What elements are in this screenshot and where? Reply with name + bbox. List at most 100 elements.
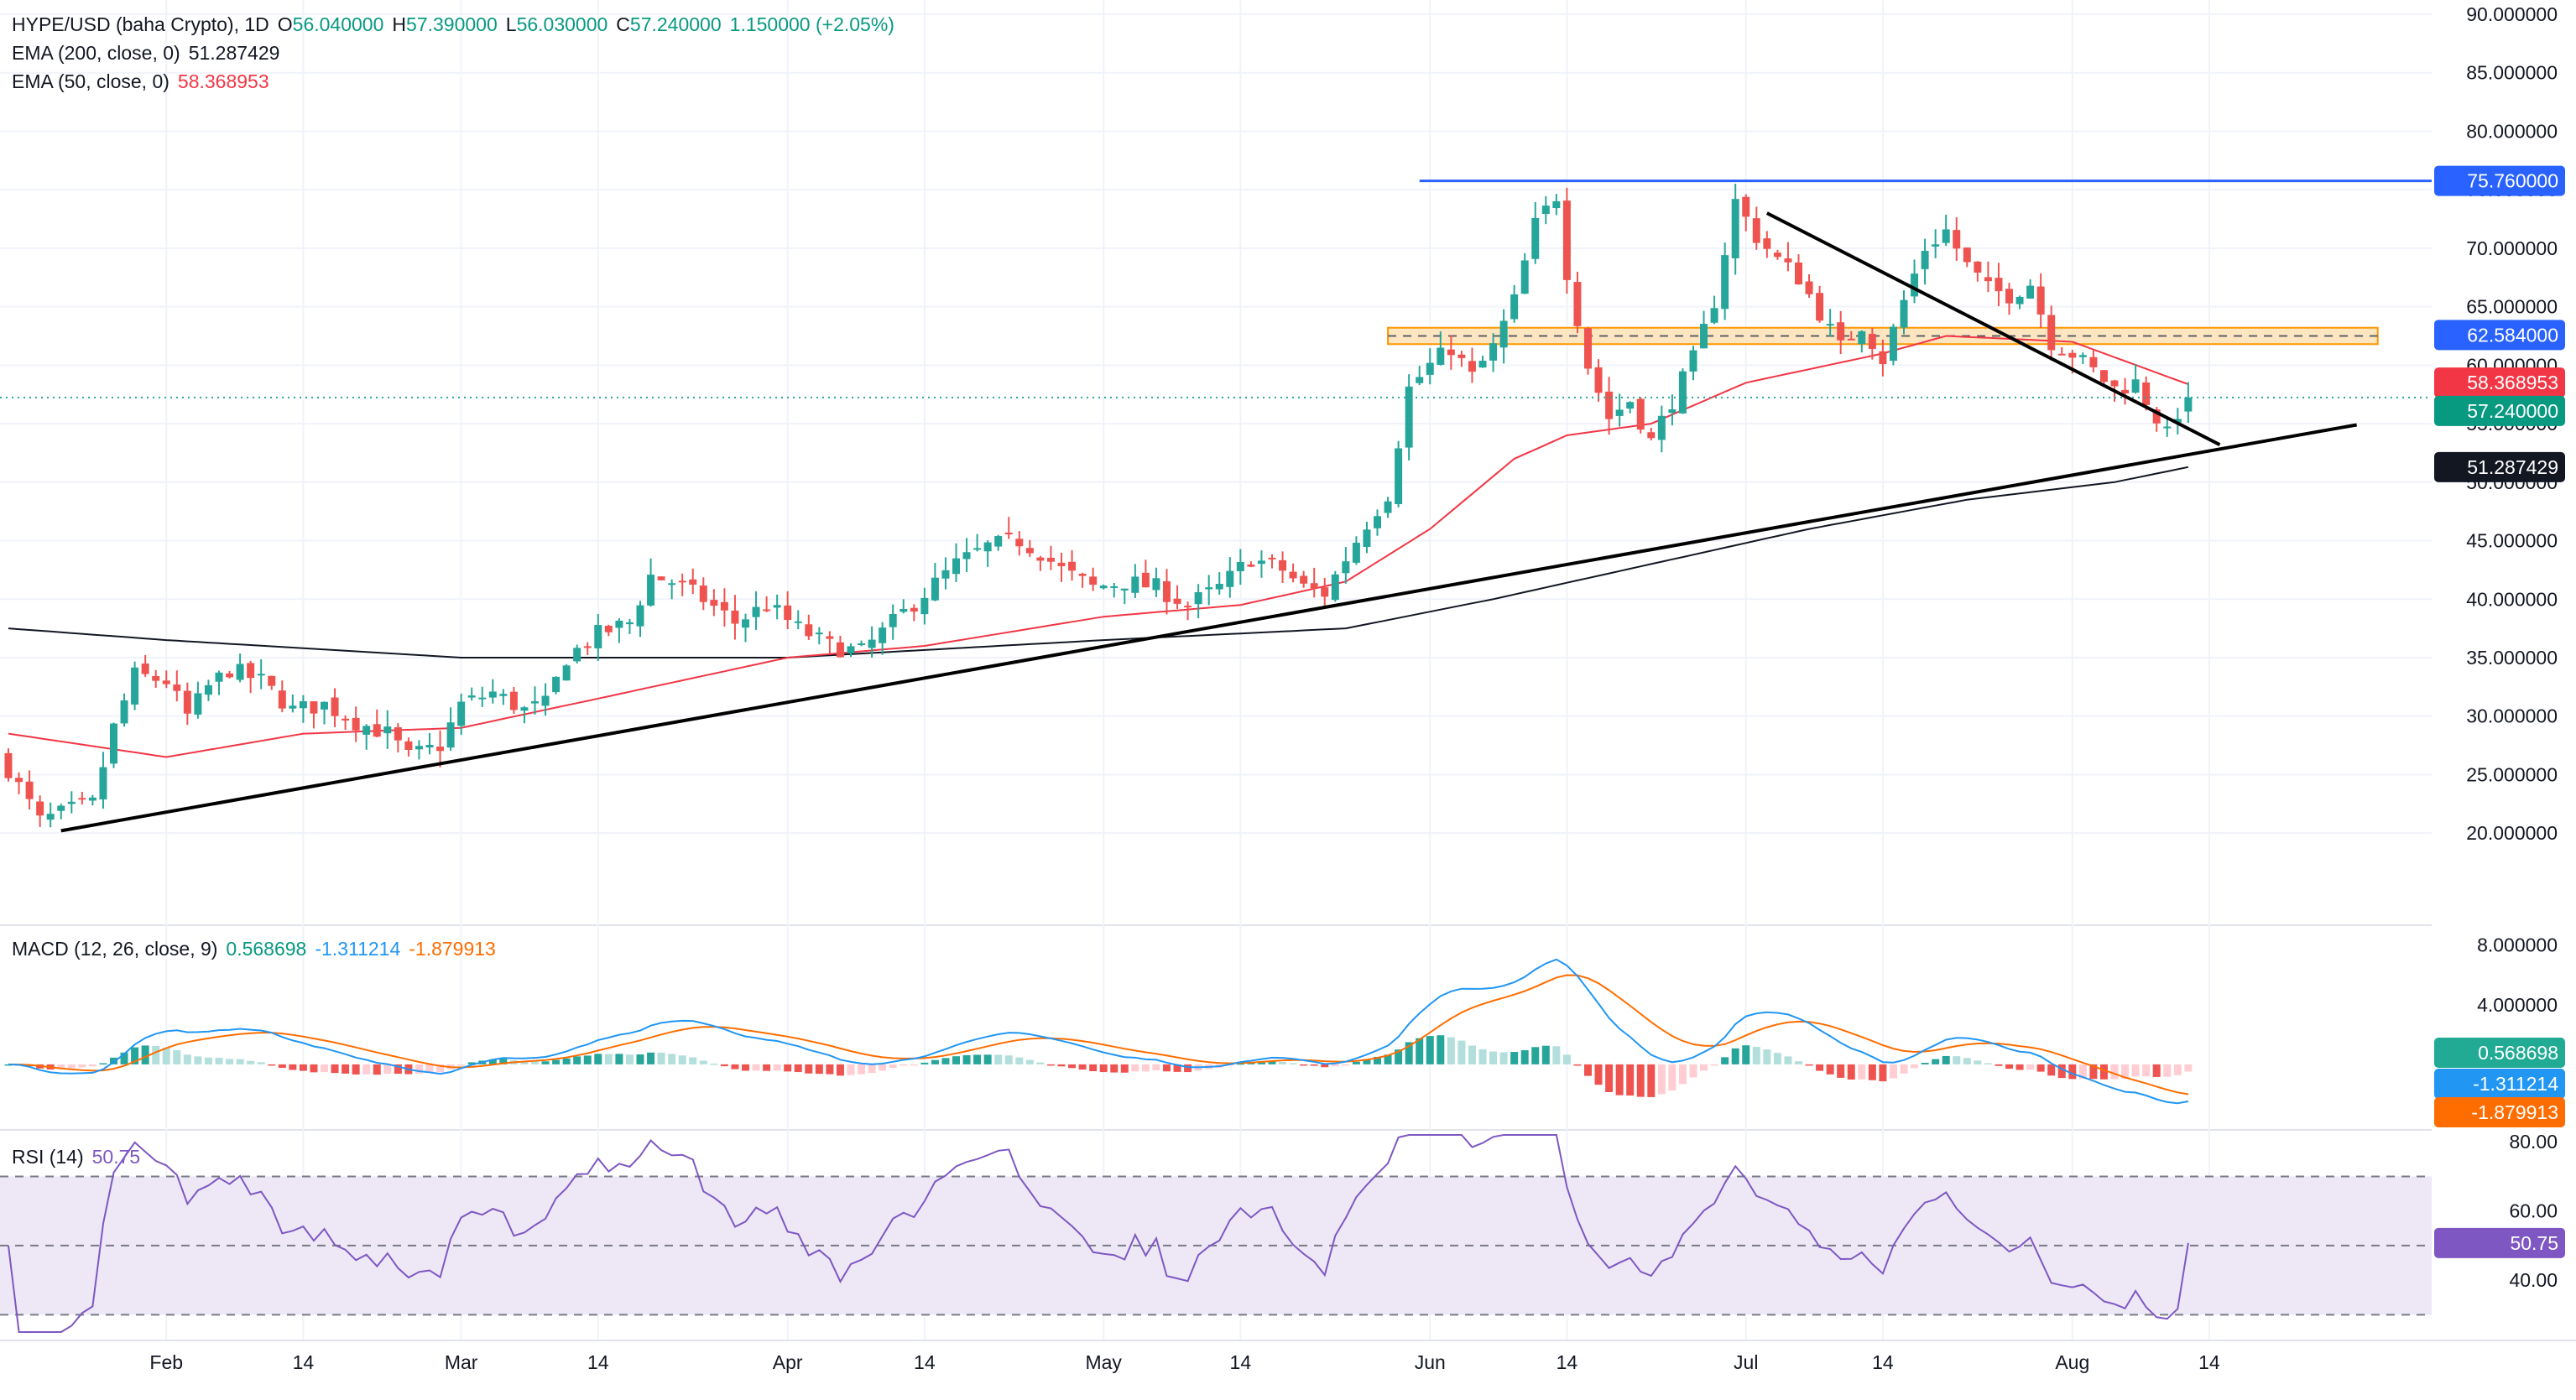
candle bbox=[1731, 184, 1739, 275]
candle-body bbox=[215, 672, 223, 682]
candle-body bbox=[1226, 570, 1234, 587]
candle-body bbox=[858, 643, 866, 646]
macd-hist-bar bbox=[594, 1054, 602, 1064]
time-tick-label: 14 bbox=[1230, 1351, 1252, 1373]
candle-body bbox=[879, 627, 887, 643]
candle bbox=[383, 710, 392, 749]
macd-hist-bar bbox=[1247, 1062, 1255, 1064]
price-legend: HYPE/USD (baha Crypto), 1D O56.040000 H57.… bbox=[12, 10, 903, 96]
candle-body bbox=[594, 625, 602, 648]
macd-hist-bar bbox=[1911, 1064, 1919, 1069]
candle-body bbox=[1331, 574, 1339, 601]
candle-body bbox=[1310, 583, 1318, 589]
candle-body bbox=[920, 597, 929, 615]
macd-hist-bar bbox=[436, 1064, 445, 1073]
candle-body bbox=[1163, 580, 1171, 602]
macd-hist-bar bbox=[1847, 1064, 1855, 1080]
candle bbox=[488, 679, 497, 704]
candle-body bbox=[1858, 330, 1866, 345]
candle-body bbox=[710, 600, 718, 606]
macd-badge: -1.311214 bbox=[2434, 1069, 2565, 1099]
candle bbox=[1163, 569, 1171, 615]
candle bbox=[1110, 583, 1119, 598]
macd-hist-bar bbox=[520, 1061, 529, 1064]
macd-hist-bar bbox=[2131, 1064, 2140, 1077]
price-tick-label: 40.000000 bbox=[2466, 588, 2558, 610]
candle bbox=[910, 604, 918, 622]
macd-hist-bar bbox=[2036, 1064, 2045, 1072]
macd-hist-bar bbox=[562, 1058, 571, 1064]
candle bbox=[731, 595, 739, 640]
candle-body bbox=[1215, 584, 1223, 590]
candle-body bbox=[1942, 229, 1950, 243]
candle-body bbox=[2015, 296, 2024, 304]
macd-hist-bar bbox=[1131, 1064, 1139, 1072]
candle bbox=[1352, 536, 1360, 565]
candle bbox=[1847, 330, 1855, 341]
candle bbox=[1921, 238, 1929, 285]
candle-body bbox=[615, 620, 623, 628]
price-tick-label: 30.000000 bbox=[2466, 705, 2558, 727]
macd-hist-bar bbox=[2152, 1064, 2161, 1077]
macd-hist-bar bbox=[1552, 1046, 1561, 1064]
candle bbox=[625, 618, 634, 634]
macd-hist-bar bbox=[194, 1056, 202, 1064]
candle-body bbox=[131, 667, 139, 705]
candle bbox=[1499, 309, 1508, 364]
candle-body bbox=[1889, 326, 1897, 362]
candle-body bbox=[1731, 199, 1739, 258]
macd-hist-bar bbox=[636, 1054, 644, 1064]
macd-hist-bar bbox=[2026, 1064, 2035, 1070]
candle-body bbox=[1004, 532, 1013, 535]
symbol-title: HYPE/USD (baha Crypto), 1D bbox=[12, 13, 269, 35]
macd-hist-bar bbox=[1636, 1064, 1645, 1097]
macd-hist-bar bbox=[668, 1054, 676, 1064]
candle-body bbox=[562, 665, 571, 681]
candle-body bbox=[2131, 379, 2140, 393]
candle-body bbox=[1953, 230, 1961, 249]
candle bbox=[257, 659, 265, 690]
ema200-value: 51.287429 bbox=[188, 42, 280, 64]
candle bbox=[1057, 552, 1066, 582]
candle bbox=[173, 670, 181, 702]
candle bbox=[1131, 564, 1139, 598]
candle-body bbox=[1837, 322, 1845, 341]
candle-body bbox=[1447, 349, 1455, 356]
ema200-badge: 51.287429 bbox=[2434, 451, 2565, 482]
macd-hist-bar bbox=[1805, 1064, 1813, 1066]
candle-body bbox=[478, 697, 487, 700]
macd-hist-bar bbox=[173, 1050, 181, 1064]
macd-hist-bar bbox=[57, 1064, 65, 1070]
macd-hist-bar bbox=[2057, 1064, 2066, 1079]
candle bbox=[1152, 567, 1160, 597]
resistance-badge: 75.760000 bbox=[2434, 165, 2565, 196]
trendline bbox=[60, 423, 2357, 833]
macd-hist-bar bbox=[952, 1056, 960, 1064]
candle-body bbox=[236, 664, 244, 680]
time-tick-label: Apr bbox=[773, 1351, 803, 1373]
candle bbox=[425, 732, 434, 755]
macd-hist-bar bbox=[2089, 1064, 2098, 1080]
macd-hist-bar bbox=[910, 1064, 918, 1066]
candle bbox=[1689, 346, 1697, 381]
macd-histogram bbox=[4, 1035, 2193, 1097]
macd-hist-value: 0.568698 bbox=[226, 938, 307, 960]
candle-body bbox=[900, 609, 908, 612]
candle bbox=[1395, 440, 1403, 507]
macd-hist-bar bbox=[541, 1061, 550, 1064]
macd-hist-bar bbox=[1731, 1048, 1739, 1064]
macd-hist-bar bbox=[1984, 1063, 1992, 1064]
candle bbox=[1858, 330, 1866, 353]
candle-body bbox=[425, 744, 434, 748]
candle-body bbox=[268, 675, 276, 686]
signal-line bbox=[8, 974, 2189, 1096]
price-tick-label: 90.000000 bbox=[2466, 3, 2558, 25]
candle-body bbox=[278, 690, 286, 709]
candle-body bbox=[383, 726, 392, 734]
macd-hist-bar bbox=[1742, 1045, 1750, 1064]
ema50-legend: EMA (50, close, 0) 58.368953 bbox=[12, 67, 903, 96]
macd-hist-bar bbox=[247, 1060, 255, 1064]
candle-body bbox=[1110, 586, 1119, 588]
macd-hist-bar bbox=[1321, 1064, 1329, 1068]
